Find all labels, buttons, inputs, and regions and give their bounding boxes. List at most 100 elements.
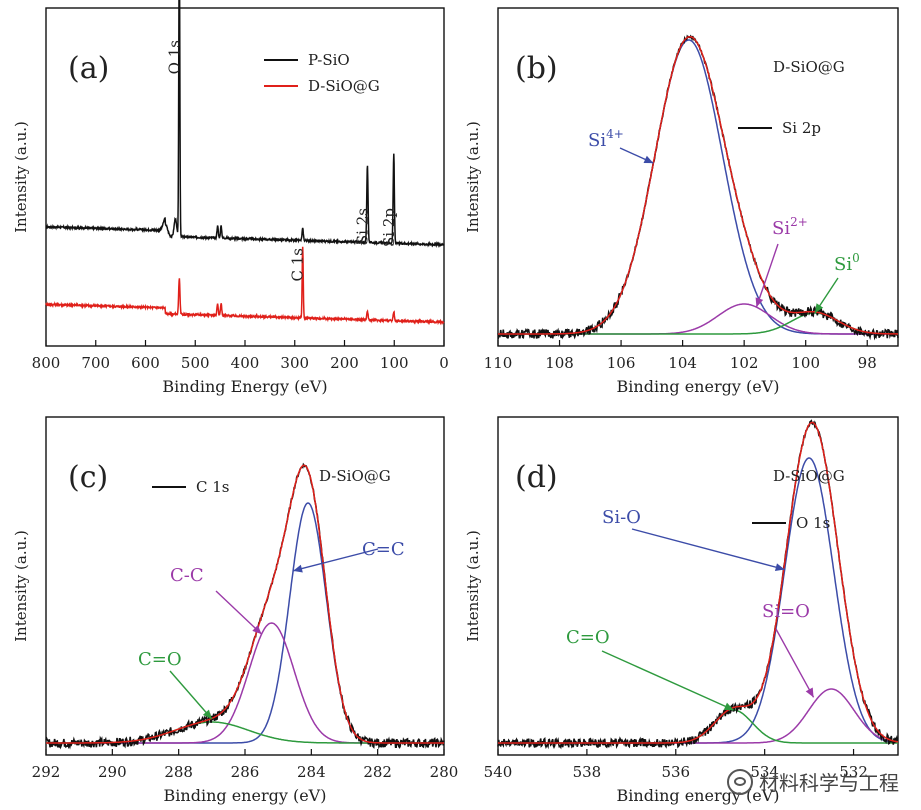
panel-c-x-tick-label: 280 [430, 763, 459, 781]
panel-a-panel-label: (a) [68, 51, 109, 86]
panel-b-si2p-chart: 110 108 106 104 102 100 98 Binding energy (eV) I… [464, 7, 899, 396]
peak-label-o-1s: O 1s [165, 40, 183, 74]
panel-d-plot-frame [497, 416, 899, 756]
panel-d-label-c-o: C=O [566, 627, 610, 648]
panel-a-x-tick-label: 800 [32, 354, 61, 372]
panel-b-panel-label: (b) [515, 51, 558, 86]
panel-b-x-tick-label: 100 [791, 354, 820, 372]
panel-b-component-si4- [498, 39, 898, 335]
panel-c-arrow-c-o [169, 670, 213, 720]
panel-a-x-tick-label: 400 [231, 354, 260, 372]
panel-c-envelope-fit [46, 464, 444, 744]
watermark: 材料科学与工程 [727, 767, 899, 796]
panel-d-legend-label: O 1s [796, 514, 830, 532]
panel-d-x-tick-label: 532 [839, 763, 868, 781]
peak-label-c-1s: C 1s [289, 248, 307, 282]
panel-d-arrow-si-o [775, 628, 815, 698]
panel-c-x-tick-label: 286 [231, 763, 260, 781]
panel-c-legend-label: C 1s [196, 478, 230, 496]
panel-d-component-si-o [498, 457, 898, 744]
peak-label-si-2s: Si 2s [353, 208, 371, 245]
panel-a-x-tick-label: 200 [330, 354, 359, 372]
panel-c-x-tick-label: 292 [32, 763, 61, 781]
legend-label-d-sio-g: D-SiO@G [308, 77, 380, 95]
panel-c-c1s-chart: 292 290 288 286 284 282 280 Binding energy (eV)… [12, 416, 459, 805]
panel-b-arrow-si2- [755, 243, 779, 308]
peak-label-si-2p: Si 2p [380, 208, 398, 247]
panel-c-arrow-c-c [215, 590, 263, 635]
panel-b-x-tick-label: 98 [858, 354, 877, 372]
panel-b-arrowhead-si4- [643, 155, 654, 164]
panel-a-survey-chart: 800 700 600 500 400 300 200 100 0 Binding Energy … [12, 0, 449, 396]
panel-d-component-si-o [498, 688, 899, 744]
panel-c-arrowhead-c-c [252, 625, 262, 635]
panel-b-label-superscript: 2+ [790, 215, 808, 229]
panel-c-label-c-c: C=C [362, 539, 405, 560]
panel-b-legend-label: Si 2p [782, 119, 821, 137]
panel-a-x-tick-label: 100 [380, 354, 409, 372]
panel-c-panel-label: (c) [68, 460, 108, 495]
panel-d-envelope-fit [498, 421, 899, 744]
panel-b-arrowhead-si0 [814, 303, 824, 313]
panel-b-x-tick-label: 108 [545, 354, 574, 372]
panel-a-x-axis-label: Binding Energy (eV) [162, 377, 327, 396]
panel-b-label-si4-: Si4+ [588, 127, 624, 151]
panel-b-raw-spectrum [497, 34, 899, 341]
panel-d-label-si-o: Si-O [602, 507, 641, 528]
panel-c-x-tick-label: 290 [98, 763, 127, 781]
panel-b-label-si2-: Si2+ [772, 215, 808, 239]
panel-b-x-tick-label: 106 [607, 354, 636, 372]
legend-label-p-sio: P-SiO [308, 51, 350, 69]
panel-c-component-c-c [46, 622, 444, 744]
panel-d-x-tick-label: 534 [750, 763, 779, 781]
panel-b-x-tick-label: 104 [668, 354, 697, 372]
panel-a-x-tick-label: 600 [131, 354, 160, 372]
panel-c-label-c-o: C=O [138, 649, 182, 670]
panel-b-label-superscript: 4+ [606, 127, 624, 141]
panel-d-arrowhead-si-o [774, 563, 785, 572]
panel-a-x-tick-label: 300 [280, 354, 309, 372]
panel-d-label-si-o: Si=O [762, 601, 810, 622]
panel-b-x-tick-label: 110 [484, 354, 513, 372]
panel-a-y-axis-label: Intensity (a.u.) [12, 121, 30, 233]
panel-d-x-tick-label: 536 [661, 763, 690, 781]
panel-b-sample-label: D-SiO@G [773, 58, 845, 76]
panel-c-arrowhead-c-c [293, 564, 303, 573]
panel-c-x-tick-label: 288 [164, 763, 193, 781]
panel-c-arrow-c-c [292, 548, 379, 572]
panel-c-label-c-c: C-C [170, 565, 204, 586]
panel-d-arrowhead-si-o [805, 687, 814, 698]
panel-c-x-tick-label: 284 [297, 763, 326, 781]
panel-a-x-tick-label: 700 [81, 354, 110, 372]
wechat-icon [727, 768, 753, 795]
panel-d-x-tick-label: 538 [573, 763, 602, 781]
panel-b-envelope-fit [498, 35, 898, 335]
panel-d-panel-label: (d) [515, 460, 558, 495]
panel-b-x-axis-label: Binding energy (eV) [617, 377, 780, 396]
panel-b-plot-frame [497, 7, 899, 347]
panel-b-label-si0: Si0 [834, 251, 860, 275]
panel-a-x-tick-label: 500 [181, 354, 210, 372]
panel-b-x-tick-label: 102 [730, 354, 759, 372]
panel-d-sample-label: D-SiO@G [773, 467, 845, 485]
series-p-sio [45, 0, 445, 248]
panel-d-arrow-si-o [631, 528, 785, 571]
panel-b-label-superscript: 0 [852, 251, 860, 265]
panel-b-arrowhead-si2- [755, 297, 764, 308]
panel-c-arrowhead-c-o [202, 709, 212, 719]
panel-d-arrowhead-c-o [723, 702, 734, 710]
panel-c-x-tick-label: 282 [363, 763, 392, 781]
series-d-sio-g [45, 246, 445, 326]
watermark-text: 材料科学与工程 [759, 771, 899, 795]
panel-b-y-axis-label: Intensity (a.u.) [464, 121, 482, 233]
panel-c-y-axis-label: Intensity (a.u.) [12, 530, 30, 642]
panel-d-y-axis-label: Intensity (a.u.) [464, 530, 482, 642]
panel-a-x-tick-label: 0 [439, 354, 449, 372]
panel-d-x-tick-label: 540 [484, 763, 513, 781]
panel-d-arrow-c-o [601, 650, 734, 711]
panel-c-x-axis-label: Binding energy (eV) [164, 786, 327, 805]
panel-c-raw-spectrum [45, 462, 445, 750]
panel-c-sample-label: D-SiO@G [319, 467, 391, 485]
